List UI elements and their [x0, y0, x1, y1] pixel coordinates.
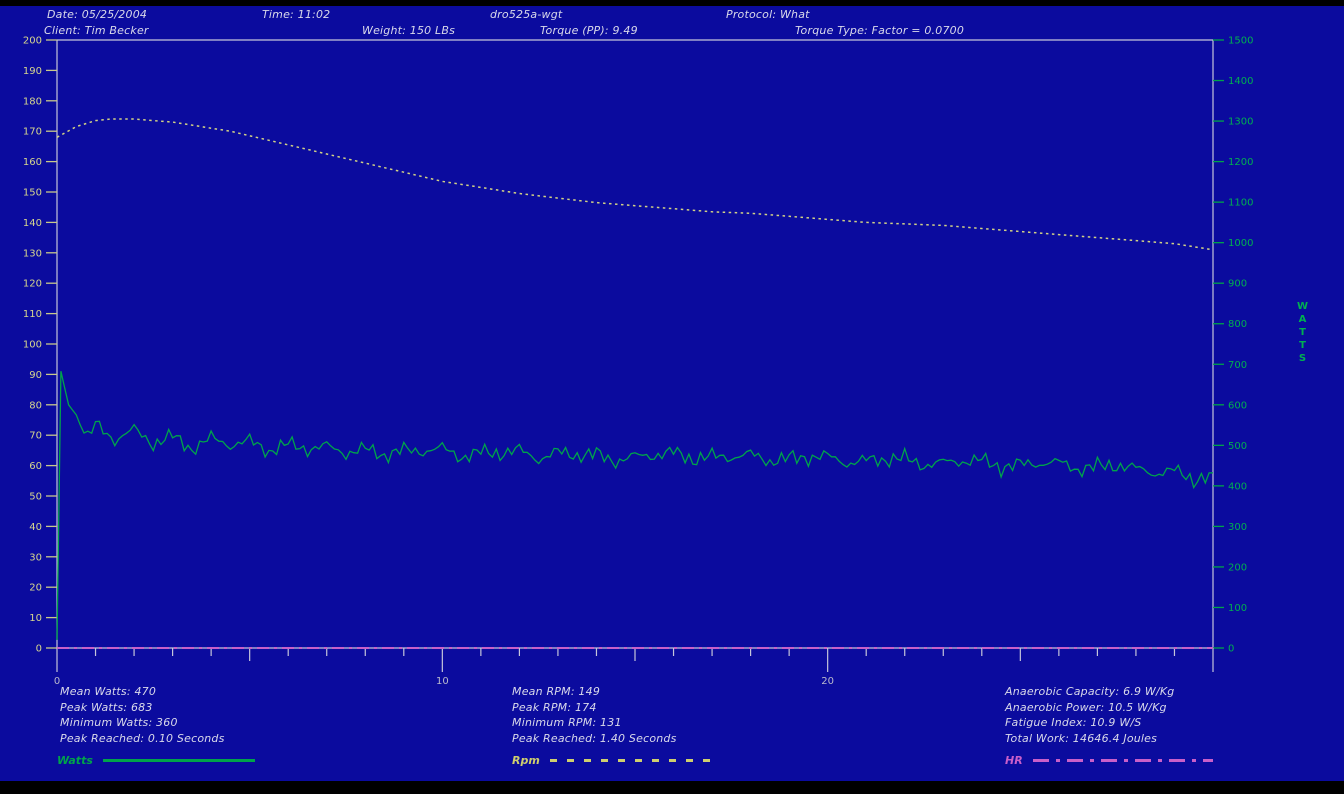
right-axis-tick-label: 1200: [1228, 157, 1253, 168]
watts-legend-line-sample: [102, 758, 255, 762]
right-axis-tick-label: 800: [1228, 319, 1247, 330]
left-axis-tick-label: 110: [23, 309, 42, 320]
right-axis-tick-label: 1100: [1228, 198, 1253, 209]
right-axis-tick-label: 400: [1228, 481, 1247, 492]
anaerobic-capacity-value: Anaerobic Capacity: 6.9 W/Kg: [1005, 685, 1175, 698]
left-axis-tick-label: 170: [23, 127, 42, 138]
left-axis-tick-label: 180: [23, 96, 42, 107]
fatigue-index-value: Fatigue Index: 10.9 W/S: [1005, 716, 1142, 729]
peak-rpm-value: Peak RPM: 174: [512, 700, 597, 714]
left-axis-tick-label: 200: [23, 36, 42, 47]
header-weight: Weight: 150 LBs: [362, 24, 456, 37]
left-axis-tick-label: 160: [23, 157, 42, 168]
right-axis-tick-label: 500: [1228, 441, 1247, 452]
left-axis-tick-label: 130: [23, 248, 42, 259]
right-axis-tick-label: 1400: [1228, 76, 1253, 87]
header-protocol: Protocol: What: [726, 8, 810, 21]
header-torque-type: Torque Type: Factor = 0.0700: [795, 24, 965, 37]
rpm-legend-line-sample: [549, 758, 718, 762]
right-axis-tick-label: 700: [1228, 360, 1247, 371]
bottom-border-bar: [0, 781, 1344, 794]
right-axis-tick-label: 600: [1228, 400, 1247, 411]
left-axis-tick-label: 120: [23, 279, 42, 290]
total-work-value: Total Work: 14646.4 Joules: [1005, 731, 1158, 745]
left-axis-tick-label: 10: [29, 613, 42, 624]
hr-legend: HR: [1005, 753, 1213, 767]
header-filename: dro525a-wgt: [490, 8, 563, 21]
series-watts-line: [56, 371, 1213, 640]
hr-legend-line-sample: [1032, 758, 1213, 762]
left-axis-tick-label: 140: [23, 218, 42, 229]
right-axis-tick-label: 900: [1228, 279, 1247, 290]
header-torque: Torque (PP): 9.49: [540, 24, 638, 37]
right-axis-tick-label: 300: [1228, 522, 1247, 533]
right-axis-tick-label: 200: [1228, 562, 1247, 573]
series-rpm-line: [56, 118, 1214, 251]
rpm-legend-label: Rpm: [512, 753, 540, 767]
left-axis-tick-label: 100: [23, 340, 42, 351]
mean-watts-value: Mean Watts: 470: [60, 685, 157, 698]
right-axis-title-watts: WATTS: [1297, 301, 1309, 364]
right-axis-tick-label: 1500: [1228, 36, 1253, 47]
header-date: Date: 05/25/2004: [47, 8, 148, 21]
anaerobic-power-value: Anaerobic Power: 10.5 W/Kg: [1005, 700, 1167, 714]
rpm-peak-reached: Peak Reached: 1.40 Seconds: [512, 731, 677, 745]
hr-legend-label: HR: [1005, 753, 1023, 767]
right-axis-tick-label: 0: [1228, 644, 1234, 655]
left-axis-tick-label: 20: [29, 583, 42, 594]
watts-peak-reached: Peak Reached: 0.10 Seconds: [60, 731, 225, 745]
minimum-watts-value: Minimum Watts: 360: [60, 716, 178, 729]
left-axis-tick-label: 0: [36, 644, 42, 655]
rpm-legend: Rpm: [512, 753, 718, 767]
header-client: Client: Tim Becker: [44, 24, 149, 37]
left-axis-tick-label: 150: [23, 188, 42, 199]
top-border-bar: [0, 0, 1344, 6]
anaerobic-stats-block: Anaerobic Capacity: 6.9 W/Kg Anaerobic P…: [1005, 684, 1174, 746]
left-axis-tick-label: 60: [29, 461, 42, 472]
left-axis-tick-label: 70: [29, 431, 42, 442]
watts-stats-block: Mean Watts: 470 Peak Watts: 683 Minimum …: [60, 684, 225, 746]
left-axis-tick-label: 90: [29, 370, 42, 381]
rpm-stats-block: Mean RPM: 149 Peak RPM: 174 Minimum RPM:…: [512, 684, 677, 746]
x-axis-tick-label: 0: [54, 676, 60, 687]
left-axis-tick-label: 190: [23, 66, 42, 77]
watts-legend-label: Watts: [57, 753, 93, 767]
minimum-rpm-value: Minimum RPM: 131: [512, 716, 622, 729]
x-axis-tick-label: 10: [436, 676, 449, 687]
header-time: Time: 11:02: [262, 8, 331, 21]
right-axis-tick-label: 1300: [1228, 117, 1253, 128]
left-axis-tick-label: 30: [29, 552, 42, 563]
x-axis-tick-label: 20: [821, 676, 834, 687]
left-axis-tick-label: 50: [29, 492, 42, 503]
left-axis-tick-label: 80: [29, 400, 42, 411]
peak-watts-value: Peak Watts: 683: [60, 700, 153, 714]
watts-legend: Watts: [57, 753, 255, 767]
right-axis-tick-label: 100: [1228, 603, 1247, 614]
left-axis-tick-label: 40: [29, 522, 42, 533]
right-axis-tick-label: 1000: [1228, 238, 1253, 249]
mean-rpm-value: Mean RPM: 149: [512, 685, 601, 698]
